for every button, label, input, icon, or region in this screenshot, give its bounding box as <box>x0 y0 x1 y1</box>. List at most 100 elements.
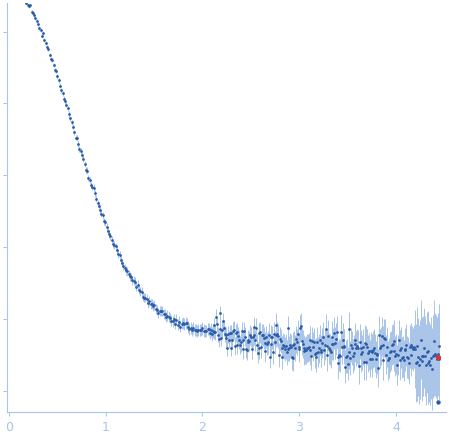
Point <box>281 343 288 350</box>
Point <box>282 343 290 350</box>
Point <box>138 288 145 295</box>
Point <box>417 336 424 343</box>
Point <box>173 316 180 323</box>
Point <box>371 350 379 357</box>
Point <box>194 327 201 334</box>
Point <box>427 361 434 368</box>
Point <box>31 12 38 19</box>
Point <box>116 252 123 259</box>
Point <box>313 338 321 345</box>
Point <box>298 323 305 330</box>
Point <box>436 342 443 349</box>
Point <box>220 325 228 332</box>
Point <box>41 37 48 44</box>
Point <box>212 329 219 336</box>
Point <box>94 200 101 207</box>
Point <box>259 331 266 338</box>
Point <box>403 342 410 349</box>
Point <box>58 87 65 94</box>
Point <box>341 344 348 351</box>
Point <box>126 273 133 280</box>
Point <box>316 336 323 343</box>
Point <box>170 316 177 323</box>
Point <box>423 349 430 356</box>
Point <box>258 343 265 350</box>
Point <box>387 349 394 356</box>
Point <box>362 340 369 347</box>
Point <box>364 343 371 350</box>
Point <box>70 129 78 136</box>
Point <box>307 347 314 354</box>
Point <box>308 352 315 359</box>
Point <box>135 286 142 293</box>
Point <box>177 323 184 330</box>
Point <box>230 327 238 334</box>
Point <box>393 361 401 368</box>
Point <box>422 352 429 359</box>
Point <box>383 343 391 350</box>
Point <box>415 361 423 368</box>
Point <box>229 337 236 344</box>
Point <box>244 337 251 344</box>
Point <box>253 341 260 348</box>
Point <box>410 343 418 350</box>
Point <box>387 347 395 354</box>
Point <box>213 321 220 328</box>
Point <box>130 277 137 284</box>
Point <box>88 181 95 188</box>
Point <box>399 353 406 360</box>
Point <box>249 333 256 340</box>
Point <box>331 340 339 347</box>
Point <box>269 334 276 341</box>
Point <box>330 341 337 348</box>
Point <box>348 345 356 352</box>
Point <box>252 325 260 332</box>
Point <box>111 241 118 248</box>
Point <box>392 353 399 360</box>
Point <box>251 323 258 330</box>
Point <box>395 337 402 344</box>
Point <box>297 325 304 332</box>
Point <box>388 341 396 348</box>
Point <box>236 342 243 349</box>
Point <box>60 95 67 102</box>
Point <box>120 262 127 269</box>
Point <box>228 344 235 351</box>
Point <box>333 328 340 335</box>
Point <box>419 353 426 360</box>
Point <box>302 347 309 354</box>
Point <box>146 298 153 305</box>
Point <box>29 9 36 16</box>
Point <box>275 333 282 340</box>
Point <box>25 3 32 10</box>
Point <box>108 236 115 243</box>
Point <box>224 331 232 338</box>
Point <box>37 27 44 34</box>
Point <box>158 308 166 315</box>
Point <box>345 325 352 332</box>
Point <box>421 345 428 352</box>
Point <box>318 347 325 354</box>
Point <box>90 184 97 191</box>
Point <box>42 40 49 47</box>
Point <box>154 307 161 314</box>
Point <box>95 202 102 209</box>
Point <box>165 313 172 320</box>
Point <box>189 326 196 333</box>
Point <box>324 342 331 349</box>
Point <box>389 341 396 348</box>
Point <box>128 274 135 281</box>
Point <box>220 318 227 325</box>
Point <box>169 318 176 325</box>
Point <box>32 14 39 21</box>
Point <box>174 321 181 328</box>
Point <box>89 184 96 191</box>
Point <box>349 353 357 360</box>
Point <box>321 341 328 348</box>
Point <box>383 351 390 358</box>
Point <box>433 356 440 363</box>
Point <box>263 333 270 340</box>
Point <box>285 345 292 352</box>
Point <box>296 344 303 351</box>
Point <box>286 345 293 352</box>
